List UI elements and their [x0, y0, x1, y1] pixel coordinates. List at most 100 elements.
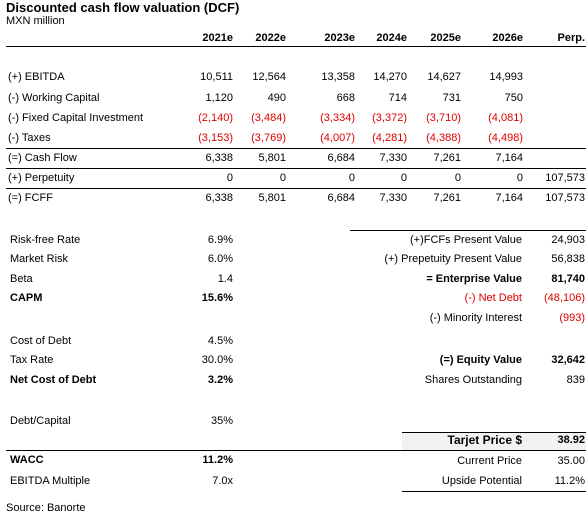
cell-value: 5,801 — [258, 152, 286, 164]
cell-value: 13,358 — [321, 71, 355, 83]
price-value: 38.92 — [557, 434, 585, 446]
rule — [6, 450, 586, 451]
metric-label: (-) Minority Interest — [429, 312, 522, 324]
metric-value: 11.2% — [202, 454, 233, 466]
cell-value: 7,330 — [379, 152, 407, 164]
metric-label: (+) Prepetuity Present Value — [384, 253, 522, 265]
column-header: 2022e — [255, 32, 286, 44]
cell-value: 6,684 — [327, 192, 355, 204]
cell-value: 490 — [267, 92, 286, 104]
cell-value: 0 — [400, 172, 407, 184]
cell-value: 0 — [454, 172, 461, 184]
cell-value: 107,573 — [545, 192, 585, 204]
cell-value: 14,993 — [489, 71, 523, 83]
cell-value: (4,081) — [488, 112, 523, 124]
row-label: (-) Taxes — [8, 132, 51, 144]
metric-label: (+)FCFs Present Value — [410, 234, 522, 246]
rule — [6, 168, 586, 169]
metric-label: Cost of Debt — [10, 335, 72, 347]
cell-value: (3,153) — [198, 132, 233, 144]
metric-label: WACC — [10, 454, 44, 466]
metric-value: 35% — [210, 415, 233, 427]
cell-value: 0 — [226, 172, 233, 184]
metric-label: Market Risk — [10, 253, 69, 265]
cell-value: 7,261 — [433, 152, 461, 164]
price-label: Tarjet Price $ — [447, 433, 522, 447]
cell-value: 0 — [348, 172, 355, 184]
metric-label: CAPM — [10, 292, 43, 304]
cell-value: (3,484) — [251, 112, 286, 124]
metric-label: Shares Outstanding — [424, 374, 522, 386]
title: Discounted cash flow valuation (DCF) — [6, 0, 240, 15]
cell-value: (4,007) — [320, 132, 355, 144]
metric-value: 3.2% — [207, 374, 233, 386]
rule — [6, 188, 586, 189]
metric-value: 839 — [566, 374, 585, 386]
cell-value: 107,573 — [545, 172, 585, 184]
metric-label: Beta — [10, 273, 33, 285]
rule — [6, 148, 586, 149]
metric-value: 1.4 — [217, 273, 233, 285]
cell-value: 14,270 — [373, 71, 407, 83]
price-value: 35.00 — [557, 455, 585, 467]
cell-value: (3,769) — [251, 132, 286, 144]
metric-value: (993) — [559, 312, 585, 324]
highlight — [402, 433, 586, 450]
cell-value: 0 — [279, 172, 286, 184]
cell-value: 10,511 — [200, 71, 233, 83]
cell-value: 714 — [388, 92, 407, 104]
cell-value: 0 — [516, 172, 523, 184]
cell-value: 5,801 — [258, 192, 286, 204]
column-header: 2024e — [376, 32, 407, 44]
metric-value: 81,740 — [551, 273, 585, 285]
row-label: (+) EBITDA — [8, 71, 65, 83]
metric-label: = Enterprise Value — [426, 273, 522, 285]
metric-label: Risk-free Rate — [10, 234, 81, 246]
metric-value: 56,838 — [551, 253, 585, 265]
row-label: (=) Cash Flow — [8, 152, 77, 164]
metric-label: EBITDA Multiple — [10, 475, 91, 487]
row-label: (+) Perpetuity — [8, 172, 75, 184]
price-value: 11.2% — [554, 475, 585, 487]
cell-value: (3,372) — [372, 112, 407, 124]
metric-label: Net Cost of Debt — [10, 374, 97, 386]
rule — [350, 230, 586, 231]
rule — [6, 46, 586, 47]
cell-value: 12,564 — [252, 71, 286, 83]
row-label: (-) Working Capital — [8, 92, 100, 104]
metric-value: 6.0% — [207, 253, 233, 265]
metric-label: Debt/Capital — [10, 415, 71, 427]
column-header: 2025e — [430, 32, 461, 44]
column-header: 2023e — [324, 32, 355, 44]
metric-value: 24,903 — [551, 234, 585, 246]
metric-value: 6.9% — [207, 234, 233, 246]
cell-value: 14,627 — [427, 71, 461, 83]
column-header: Perp. — [557, 32, 585, 44]
metric-label: (-) Net Debt — [464, 292, 522, 304]
source: Source: Banorte — [6, 502, 86, 514]
cell-value: 7,261 — [433, 192, 461, 204]
cell-value: 7,164 — [495, 152, 523, 164]
price-label: Upside Potential — [441, 475, 522, 487]
cell-value: 6,338 — [205, 152, 233, 164]
cell-value: 7,330 — [379, 192, 407, 204]
cell-value: 668 — [336, 92, 355, 104]
cell-value: (4,388) — [426, 132, 461, 144]
row-label: (-) Fixed Capital Investment — [8, 112, 144, 124]
cell-value: 7,164 — [495, 192, 523, 204]
metric-value: 15.6% — [201, 292, 233, 304]
cell-value: 731 — [442, 92, 461, 104]
cell-value: (3,334) — [320, 112, 355, 124]
metric-label: (=) Equity Value — [439, 354, 522, 366]
metric-value: 30.0% — [201, 354, 233, 366]
cell-value: 6,684 — [327, 152, 355, 164]
metric-label: Tax Rate — [10, 354, 54, 366]
cell-value: (2,140) — [198, 112, 233, 124]
column-header: 2026e — [492, 32, 523, 44]
rule — [402, 491, 586, 492]
row-label: (=) FCFF — [8, 192, 53, 204]
metric-value: (48,106) — [544, 292, 585, 304]
cell-value: (4,281) — [372, 132, 407, 144]
rule — [402, 432, 586, 433]
